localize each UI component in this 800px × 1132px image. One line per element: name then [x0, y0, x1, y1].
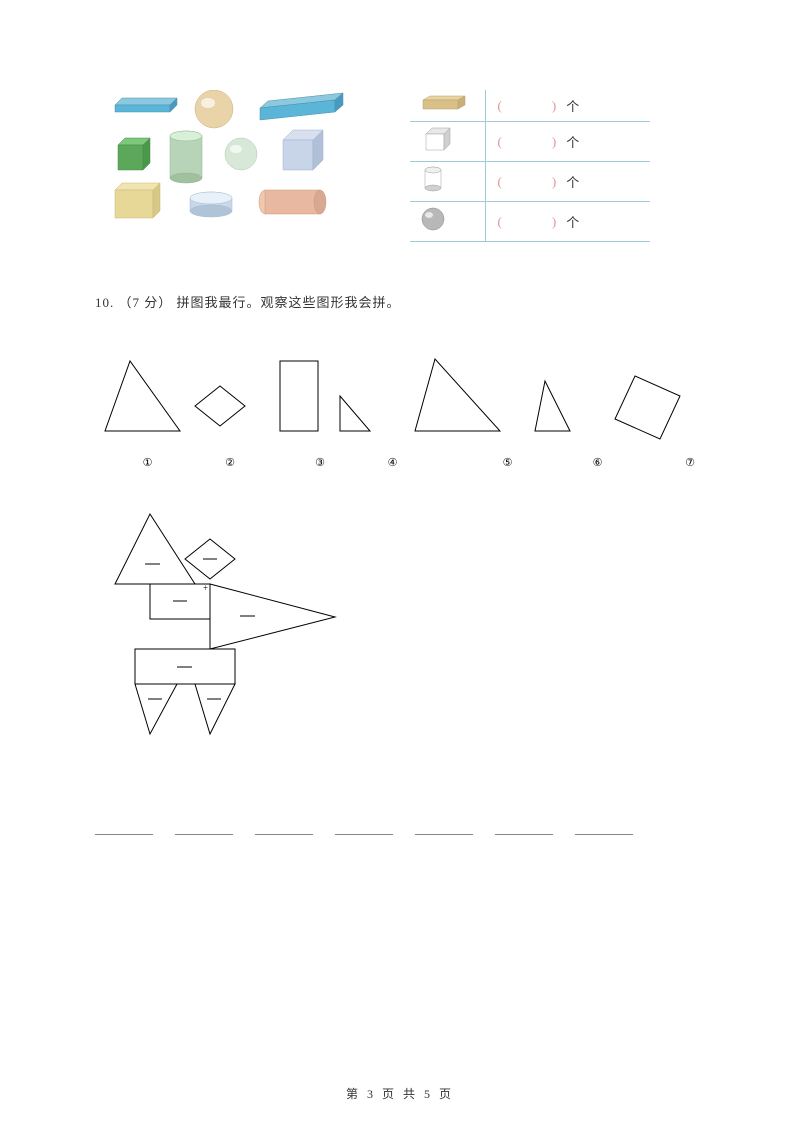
paren-close: )	[548, 214, 560, 230]
paren-close: )	[548, 134, 560, 150]
svg-text:+: +	[203, 583, 208, 593]
top-section: () 个 () 个 () 个 () 个	[95, 90, 705, 242]
dash	[575, 834, 633, 835]
sphere-light-icon	[225, 138, 257, 170]
cube-green-icon	[118, 138, 150, 170]
unit-label: 个	[566, 132, 579, 151]
shapes-collection-image	[95, 90, 370, 225]
question-body: 拼图我最行。观察这些图形我会拼。	[177, 295, 401, 310]
tangram-pieces-row: ① ② ③ ④ ⑤ ⑥ ⑦	[95, 351, 705, 469]
shapes-count-table: () 个 () 个 () 个 () 个	[410, 90, 650, 242]
cylinder-flat-icon	[190, 192, 232, 217]
question-points: （7 分）	[119, 295, 173, 310]
paren-open: (	[494, 214, 506, 230]
figure-wing-icon	[210, 584, 335, 649]
table-row: () 个	[410, 90, 650, 122]
figure-leg-right-icon	[195, 684, 235, 734]
cuboid-flat-icon	[115, 98, 177, 112]
dash	[255, 834, 313, 835]
cube-blue-icon	[283, 130, 323, 170]
tangram-label: ⑤	[445, 456, 535, 469]
tangram-labels-row: ① ② ③ ④ ⑤ ⑥ ⑦	[95, 456, 705, 469]
tangram-label: ②	[200, 456, 250, 469]
answer-dashes-row	[95, 834, 705, 835]
tangram-label: ④	[370, 456, 415, 469]
cube-row-icon	[410, 122, 485, 162]
tangram-piece-4-icon	[340, 396, 370, 431]
sphere-icon	[195, 90, 233, 128]
cuboid-yellow-icon	[115, 183, 160, 218]
dash	[415, 834, 473, 835]
tangram-label: ⑦	[645, 456, 705, 469]
tangram-piece-6-icon	[535, 381, 570, 431]
answer-cell: () 个	[485, 202, 650, 242]
tangram-piece-2-icon	[195, 386, 245, 426]
paren-close: )	[548, 98, 560, 114]
dash	[335, 834, 393, 835]
unit-label: 个	[566, 96, 579, 115]
cylinder-green-icon	[170, 131, 202, 183]
page-footer: 第 3 页 共 5 页	[0, 1085, 800, 1102]
question-10-text: 10. （7 分） 拼图我最行。观察这些图形我会拼。	[95, 292, 705, 311]
table-row: () 个	[410, 162, 650, 202]
question-number: 10.	[95, 295, 114, 310]
cuboid-long-icon	[260, 93, 343, 120]
tangram-piece-5-icon	[415, 359, 500, 431]
tangram-piece-7-icon	[615, 376, 680, 439]
cuboid-row-icon	[410, 90, 485, 122]
paren-open: (	[494, 134, 506, 150]
answer-cell: () 个	[485, 122, 650, 162]
figure-leg-left-icon	[135, 684, 177, 734]
figure-head-icon	[115, 514, 195, 584]
cylinder-side-icon	[259, 190, 326, 214]
unit-label: 个	[566, 172, 579, 191]
cylinder-row-icon	[410, 162, 485, 202]
answer-cell: () 个	[485, 162, 650, 202]
answer-cell: () 个	[485, 90, 650, 122]
dash	[95, 834, 153, 835]
tangram-piece-3-icon	[280, 361, 318, 431]
table-row: () 个	[410, 202, 650, 242]
unit-label: 个	[566, 212, 579, 231]
dash	[495, 834, 553, 835]
paren-open: (	[494, 174, 506, 190]
paren-open: (	[494, 98, 506, 114]
table-row: () 个	[410, 122, 650, 162]
assembled-tangram-figure: +	[95, 509, 705, 744]
dash	[175, 834, 233, 835]
paren-close: )	[548, 174, 560, 190]
tangram-label: ⑥	[565, 456, 615, 469]
tangram-label: ①	[95, 456, 170, 469]
sphere-row-icon	[410, 202, 485, 242]
tangram-piece-1-icon	[105, 361, 180, 431]
tangram-label: ③	[280, 456, 340, 469]
